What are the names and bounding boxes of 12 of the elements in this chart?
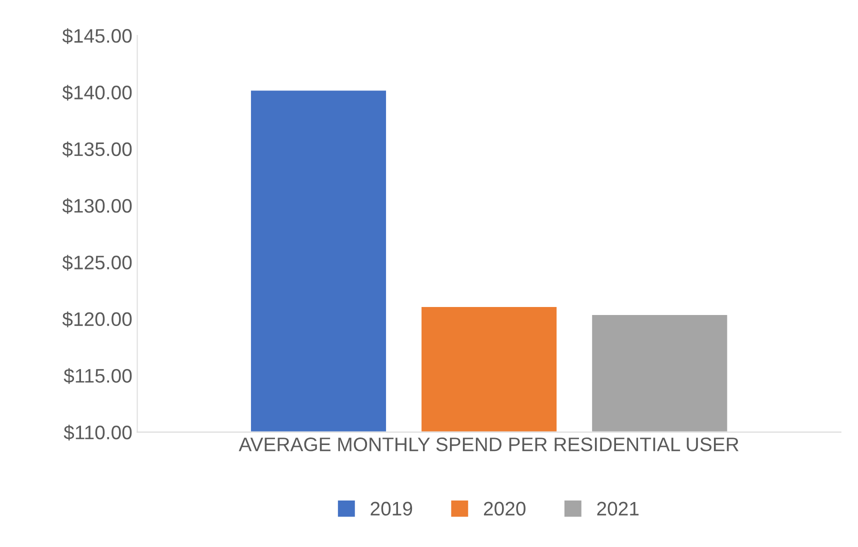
- legend-label: 2021: [597, 502, 639, 516]
- y-tick-label: $140.00: [62, 84, 132, 101]
- y-tick-label: $115.00: [64, 368, 132, 384]
- y-tick-label: $120.00: [62, 311, 132, 328]
- x-tick-label: AVERAGE MONTHLY SPEND PER RESIDENTIAL USER: [238, 438, 738, 452]
- y-tick-label: $145.00: [62, 28, 132, 44]
- y-tick-label: $130.00: [62, 198, 132, 214]
- y-tick-label: $110.00: [64, 424, 132, 441]
- legend-label: 2020: [484, 502, 526, 516]
- legend-label: 2019: [370, 502, 412, 516]
- y-tick-label: $135.00: [62, 142, 132, 158]
- y-tick-label: $125.00: [62, 254, 132, 271]
